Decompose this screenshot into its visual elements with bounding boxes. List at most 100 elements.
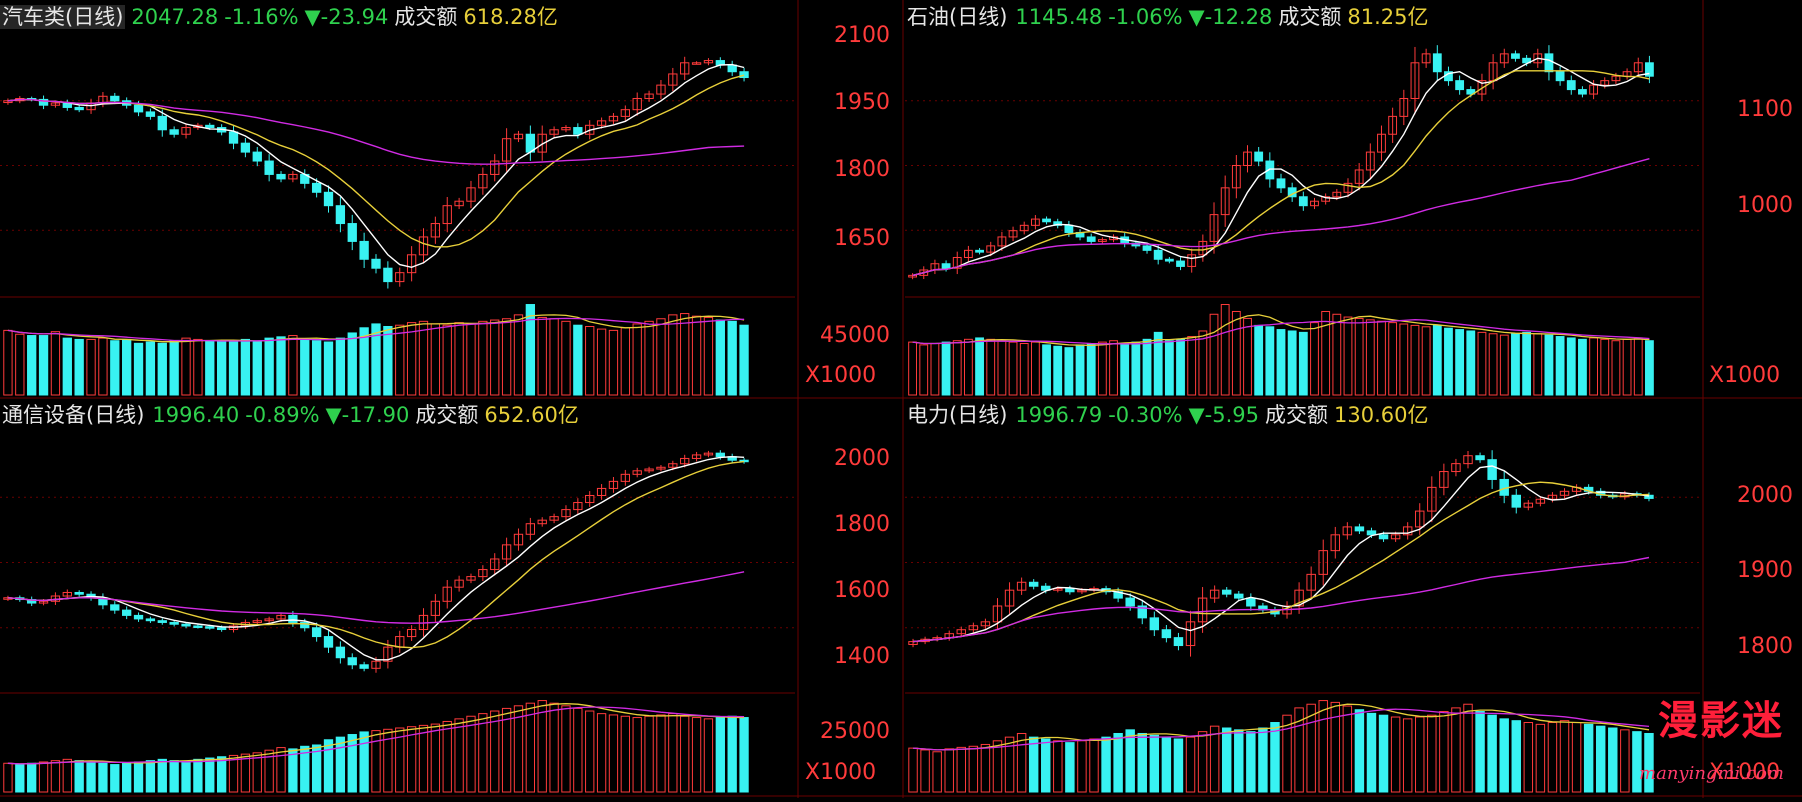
candle-body <box>632 470 642 475</box>
volume-bar <box>145 760 156 793</box>
volume-bar <box>1053 345 1063 396</box>
candle-body <box>1589 84 1599 95</box>
volume-bar <box>418 320 429 396</box>
volume-bar <box>122 762 132 793</box>
candle-body <box>1511 494 1521 508</box>
volume-bar <box>157 758 167 793</box>
candle-body <box>1164 258 1174 262</box>
volume-bar <box>1053 740 1063 793</box>
volume-bar <box>537 316 547 396</box>
volume-bar <box>478 713 488 793</box>
volume-bar <box>383 728 393 793</box>
volume-bar <box>920 749 930 793</box>
candle-body <box>1173 637 1184 647</box>
volume-bar <box>395 727 405 793</box>
candle-body <box>1306 573 1316 591</box>
close-price: 1145.48 <box>1015 5 1103 29</box>
candle-body <box>442 586 452 602</box>
candle-body <box>1265 160 1275 180</box>
price-tick: 1000 <box>1737 193 1793 218</box>
volume-bar <box>1354 709 1365 793</box>
volume-bar <box>1004 736 1015 793</box>
volume-bar <box>1019 342 1029 396</box>
price-tick: 1900 <box>1737 558 1793 583</box>
volume-bar <box>323 341 334 396</box>
candle-body <box>715 452 725 458</box>
volume-unit: X1000 <box>1709 760 1781 785</box>
candle-body <box>1294 589 1304 607</box>
candle-body <box>1399 98 1409 117</box>
candle-body <box>335 646 346 659</box>
candle-body <box>169 621 179 625</box>
candle-body <box>323 636 334 648</box>
volume-bar <box>585 325 595 396</box>
candle-body <box>1053 221 1063 226</box>
volume-bar <box>1041 738 1051 793</box>
volume-bar <box>1410 324 1420 396</box>
header-telecom: 通信设备(日线) 1996.40 -0.89% ▼-17.90 成交额 652.60亿 <box>0 400 585 430</box>
volume-bar <box>74 338 84 396</box>
candle-body <box>205 626 215 629</box>
pct-change: -1.06% <box>1108 5 1183 29</box>
candle-body <box>240 142 251 153</box>
volume-bar <box>300 338 310 396</box>
volume-bar <box>1187 336 1197 396</box>
candle-body <box>466 187 476 202</box>
candle-body <box>1209 214 1219 242</box>
candle-body <box>1410 62 1420 100</box>
volume-bar <box>1488 333 1498 396</box>
volume-bar <box>1466 330 1476 396</box>
candle-body <box>656 84 666 95</box>
volume-bar <box>1075 344 1085 396</box>
amount-label: 成交额 <box>394 5 458 29</box>
volume-bar <box>38 335 49 396</box>
volume-bar <box>941 341 951 396</box>
candle-body <box>644 468 654 472</box>
volume-bar <box>620 715 630 793</box>
candle-body <box>311 182 322 193</box>
volume-bar <box>549 318 559 396</box>
candle-body <box>549 129 559 135</box>
candle-body <box>169 129 179 135</box>
volume-bar <box>490 319 500 396</box>
index-name: 石油(日线) <box>907 5 1008 29</box>
index-name: 通信设备(日线) <box>2 403 145 427</box>
ma-line <box>7 571 745 624</box>
amount-value: 81.25亿 <box>1347 5 1429 29</box>
candle-body <box>997 236 1007 247</box>
volume-bar <box>1321 310 1331 396</box>
candle-body <box>525 523 536 535</box>
volume-bar <box>501 707 512 793</box>
candle-body <box>596 487 607 496</box>
volume-bar <box>908 341 917 396</box>
ma-line <box>912 158 1650 277</box>
candle-body <box>561 127 571 131</box>
volume-bar <box>74 760 84 793</box>
candle-body <box>157 115 167 131</box>
volume-bar <box>1197 731 1208 793</box>
volume-bar <box>908 747 918 793</box>
volume-bar <box>50 331 61 396</box>
candle-body <box>1221 589 1232 595</box>
volume-bar <box>1399 323 1409 396</box>
candle-body <box>1388 115 1398 135</box>
volume-tick: 25000 <box>820 719 890 744</box>
candle-body <box>956 629 967 635</box>
volume-bar <box>1555 336 1565 396</box>
volume-bar <box>27 762 37 793</box>
index-name: 汽车类(日线) <box>0 5 126 29</box>
volume-bar <box>1402 718 1413 793</box>
volume-bar <box>1086 342 1096 396</box>
volume-bar <box>1343 316 1353 396</box>
volume-bar <box>1523 722 1534 793</box>
candle-body <box>110 604 120 611</box>
watermark-logo: 漫影迷 <box>1658 697 1784 744</box>
candle-body <box>1535 498 1546 504</box>
volume-bar <box>1583 723 1594 793</box>
candle-body <box>596 120 607 126</box>
candle-body <box>454 579 464 588</box>
candle-body <box>1455 80 1465 91</box>
candle-body <box>691 454 702 459</box>
volume-bar <box>311 744 322 793</box>
volume-tick: 45000 <box>820 323 890 348</box>
